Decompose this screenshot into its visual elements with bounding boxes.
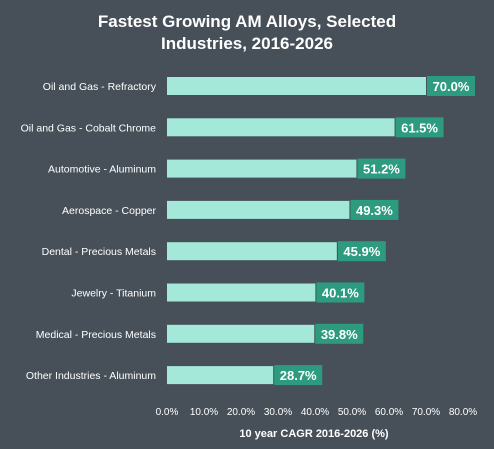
- data-label-box: [337, 241, 386, 262]
- x-tick-label: 50.0%: [338, 407, 366, 418]
- category-label: Dental - Precious Metals: [42, 246, 156, 258]
- x-tick-label: 30.0%: [264, 407, 292, 418]
- data-label: 70.0%: [433, 79, 470, 94]
- category-label: Jewelry - Titanium: [71, 288, 156, 300]
- bar: [167, 324, 315, 343]
- data-label: 28.7%: [280, 368, 317, 383]
- x-axis-label: 10 year CAGR 2016-2026 (%): [239, 428, 389, 440]
- data-label-box: [315, 323, 364, 344]
- bar: [167, 77, 426, 95]
- x-tick-label: 70.0%: [412, 407, 440, 418]
- data-label-box: [350, 199, 399, 220]
- data-label: 61.5%: [401, 120, 438, 135]
- x-tick-label: 60.0%: [375, 407, 403, 418]
- data-label: 49.3%: [356, 203, 393, 218]
- data-label-box: [427, 76, 475, 96]
- bar: [167, 200, 350, 219]
- category-label: Aerospace - Copper: [62, 205, 156, 217]
- data-label-box: [357, 158, 406, 179]
- x-tick-label: 0.0%: [156, 407, 179, 418]
- data-label-box: [395, 117, 444, 138]
- data-label: 45.9%: [343, 244, 380, 259]
- category-label: Medical - Precious Metals: [36, 329, 156, 341]
- x-axis: 0.0% 10.0% 20.0% 30.0% 40.0% 50.0% 60.0% 70.0% 8…: [156, 407, 478, 418]
- bar: [167, 159, 357, 178]
- data-label: 40.1%: [322, 286, 359, 301]
- category-label: Oil and Gas - Refractory: [43, 81, 157, 93]
- chart-title-line-2: Industries, 2016-2026: [161, 34, 333, 53]
- bars-layer: Oil and Gas - Refractory 70.0% Oil and Gas…: [21, 76, 475, 386]
- bar: [167, 118, 395, 137]
- data-label: 39.8%: [321, 327, 358, 342]
- data-label-box: [274, 365, 323, 386]
- bar: [167, 242, 337, 261]
- data-label: 51.2%: [363, 162, 400, 177]
- chart-title-line-1: Fastest Growing AM Alloys, Selected: [98, 12, 396, 31]
- x-tick-label: 40.0%: [301, 407, 329, 418]
- x-tick-label: 80.0%: [449, 407, 477, 418]
- x-tick-label: 20.0%: [227, 407, 255, 418]
- bar: [167, 283, 316, 302]
- data-label-box: [316, 282, 365, 303]
- category-label: Automotive - Aluminum: [48, 164, 156, 176]
- bar: [167, 366, 274, 385]
- category-label: Other Industries - Aluminum: [26, 370, 156, 382]
- category-label: Oil and Gas - Cobalt Chrome: [21, 122, 157, 134]
- x-tick-label: 10.0%: [190, 407, 218, 418]
